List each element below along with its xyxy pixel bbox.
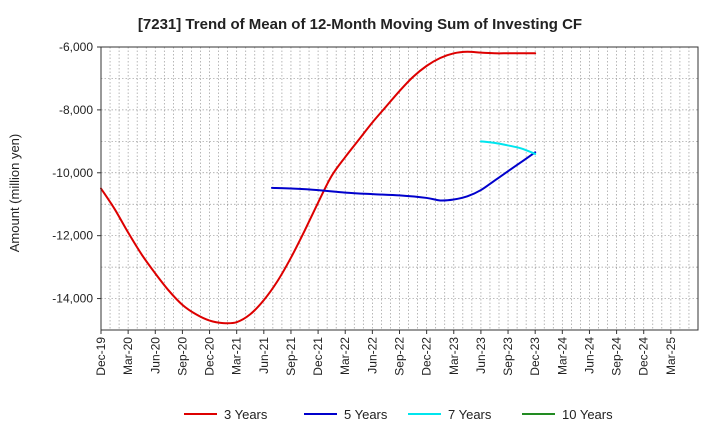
x-tick-label: Mar-23 xyxy=(447,337,461,375)
x-tick-label: Dec-24 xyxy=(637,337,651,376)
y-tick-label: -14,000 xyxy=(52,292,93,306)
x-tick-label: Mar-21 xyxy=(230,337,244,375)
legend-label: 5 Years xyxy=(344,407,388,422)
legend-label: 10 Years xyxy=(562,407,613,422)
legend-label: 7 Years xyxy=(448,407,492,422)
series-lines xyxy=(100,50,537,325)
legend: 3 Years 5 Years 7 Years 10 Years xyxy=(184,407,613,422)
x-tick-label: Dec-20 xyxy=(203,337,217,376)
x-tick-label: Sep-20 xyxy=(175,337,189,376)
x-tick-label: Sep-22 xyxy=(393,337,407,376)
x-tick-label: Mar-24 xyxy=(555,337,569,375)
x-tick-label: Jun-23 xyxy=(474,337,488,374)
x-tick-label: Dec-22 xyxy=(420,337,434,376)
series-line-7-years xyxy=(479,140,537,155)
chart-title: [7231] Trend of Mean of 12-Month Moving … xyxy=(138,16,582,33)
y-axis-label: Amount (million yen) xyxy=(7,134,22,253)
x-axis-ticks: Dec-19 Mar-20 Jun-20 Sep-20 Dec-20 Mar-21 Jun-… xyxy=(94,330,678,376)
x-tick-label: Sep-21 xyxy=(284,337,298,376)
x-tick-label: Sep-23 xyxy=(501,337,515,376)
legend-label: 3 Years xyxy=(224,407,268,422)
x-tick-label: Sep-24 xyxy=(610,337,624,376)
y-tick-label: -10,000 xyxy=(52,166,93,180)
grid xyxy=(101,47,698,330)
y-axis-ticks: -6,000 -8,000 -10,000 -12,000 -14,000 xyxy=(52,40,101,306)
x-tick-label: Jun-24 xyxy=(582,337,596,374)
x-tick-label: Dec-19 xyxy=(94,337,108,376)
y-tick-label: -6,000 xyxy=(59,40,93,54)
x-tick-label: Jun-21 xyxy=(257,337,271,374)
x-tick-label: Mar-22 xyxy=(338,337,352,375)
x-tick-label: Dec-23 xyxy=(528,337,542,376)
series-line-3-years xyxy=(100,50,537,325)
x-tick-label: Mar-25 xyxy=(664,337,678,375)
series-line-5-years xyxy=(270,151,537,202)
y-tick-label: -12,000 xyxy=(52,229,93,243)
x-tick-label: Mar-20 xyxy=(121,337,135,375)
x-tick-label: Jun-22 xyxy=(365,337,379,374)
x-tick-label: Dec-21 xyxy=(311,337,325,376)
x-tick-label: Jun-20 xyxy=(148,337,162,374)
y-tick-label: -8,000 xyxy=(59,103,93,117)
